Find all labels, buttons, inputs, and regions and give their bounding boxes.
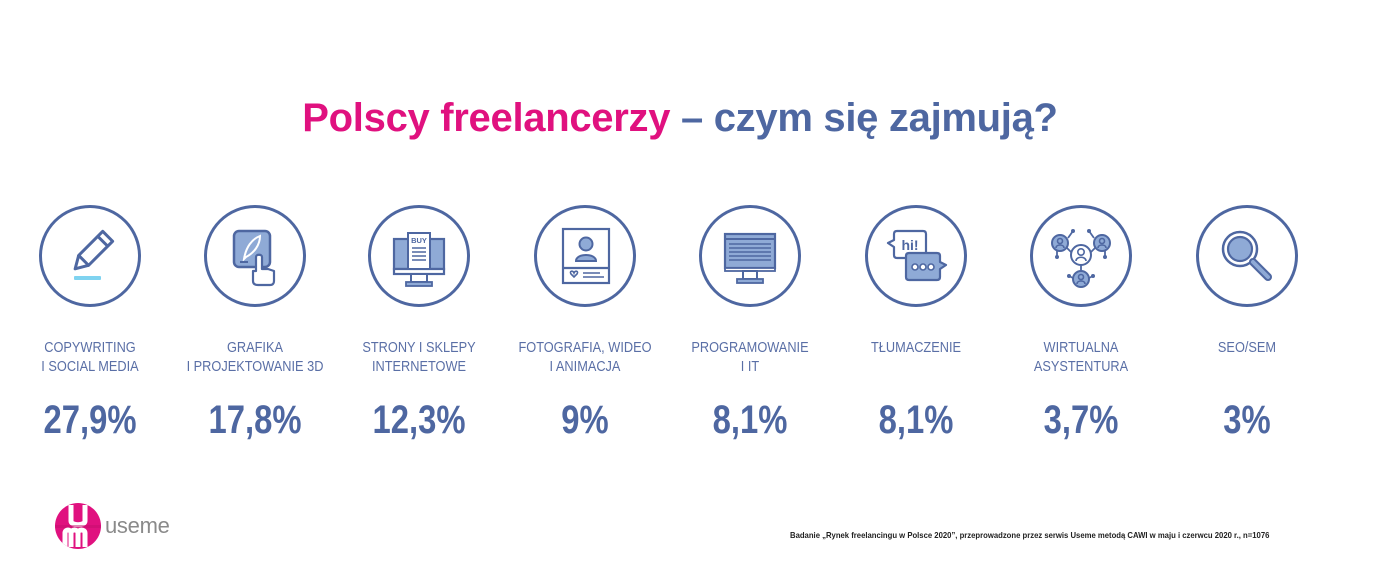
category-icon-circle — [39, 205, 141, 307]
category-item-strony: BUY STRONY I SKLEPY INTERNETOWE 12,3% — [336, 0, 506, 568]
category-icon-circle — [699, 205, 801, 307]
magnifier-icon — [1221, 230, 1272, 281]
title-highlight: Polscy freelancerzy — [302, 96, 671, 140]
monitor-buy-icon: BUY — [392, 232, 446, 287]
network-people-icon — [1051, 229, 1111, 288]
category-value: 8,1% — [878, 398, 954, 442]
category-value: 17,8% — [208, 398, 302, 442]
category-value: 8,1% — [712, 398, 788, 442]
category-item-tlumaczenie: hi! TŁUMACZENIE 8,1% — [833, 0, 1003, 568]
category-value: 3,7% — [1043, 398, 1119, 442]
category-item-programowanie: PROGRAMOWANIE I IT 8,1% — [667, 0, 837, 568]
category-label: FOTOGRAFIA, WIDEO I ANIMACJA — [518, 340, 652, 375]
category-icon-circle — [204, 205, 306, 307]
category-label: GRAFIKA I PROJEKTOWANIE 3D — [186, 340, 324, 375]
category-label: STRONY I SKLEPY INTERNETOWE — [362, 340, 476, 375]
pencil-icon — [73, 229, 115, 280]
svg-text:hi!: hi! — [901, 237, 918, 253]
useme-logo-text: useme — [105, 513, 170, 538]
photo-profile-icon — [561, 227, 611, 285]
chat-bubbles-icon: hi! — [886, 229, 948, 282]
page-title: Polscy freelancerzy – czym się zajmują? — [0, 96, 1360, 141]
title-rest: – czym się zajmują? — [670, 96, 1058, 140]
category-label: PROGRAMOWANIE I IT — [691, 340, 809, 375]
category-icon-circle — [534, 205, 636, 307]
monitor-code-icon — [723, 232, 777, 284]
category-icon-circle: BUY — [368, 205, 470, 307]
category-item-grafika: GRAFIKA I PROJEKTOWANIE 3D 17,8% — [172, 0, 342, 568]
survey-footnote: Badanie „Rynek freelancingu w Polsce 202… — [790, 530, 1270, 540]
category-label: WIRTUALNA ASYSTENTURA — [1033, 340, 1129, 375]
category-value: 12,3% — [372, 398, 466, 442]
useme-logo: useme — [55, 503, 170, 549]
category-label: TŁUMACZENIE — [870, 340, 962, 356]
category-label: COPYWRITING I SOCIAL MEDIA — [41, 340, 139, 375]
category-icon-circle — [1030, 205, 1132, 307]
category-label: SEO/SEM — [1217, 340, 1277, 356]
category-item-fotografia: FOTOGRAFIA, WIDEO I ANIMACJA 9% — [502, 0, 672, 568]
category-value: 3% — [1223, 398, 1271, 442]
useme-logo-icon — [55, 505, 101, 547]
useme-logo-mark — [55, 503, 101, 549]
category-value: 27,9% — [43, 398, 137, 442]
tablet-feather-icon — [232, 229, 276, 287]
category-item-seo-sem: SEO/SEM 3% — [1164, 0, 1334, 568]
category-item-wirtualna-asystentura: WIRTUALNA ASYSTENTURA 3,7% — [998, 0, 1168, 568]
category-icon-circle — [1196, 205, 1298, 307]
category-icon-circle: hi! — [865, 205, 967, 307]
category-item-copywriting: COPYWRITING I SOCIAL MEDIA 27,9% — [7, 0, 177, 568]
category-value: 9% — [561, 398, 609, 442]
svg-text:BUY: BUY — [411, 236, 427, 245]
